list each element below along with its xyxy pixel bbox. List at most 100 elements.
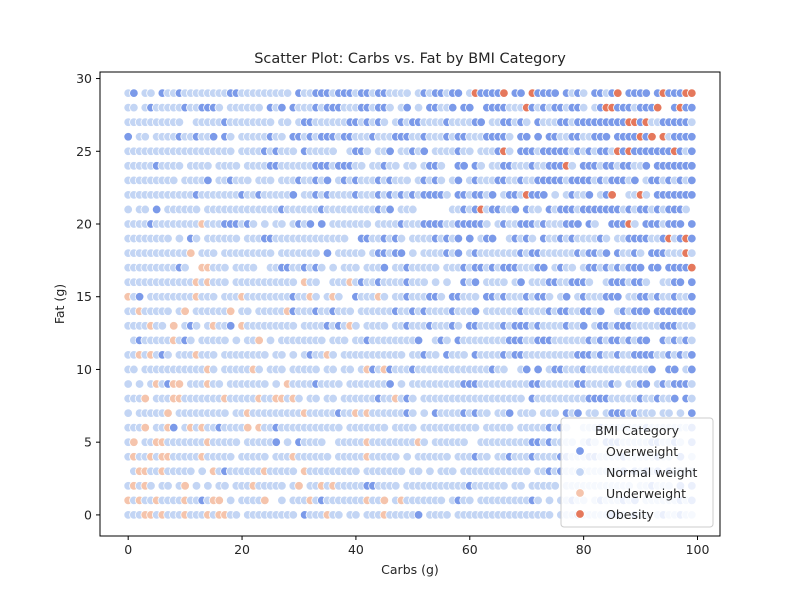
data-point: [687, 321, 697, 331]
data-point: [419, 146, 429, 156]
legend-marker: [575, 467, 585, 477]
data-point: [208, 364, 219, 375]
data-point: [203, 175, 213, 186]
data-point: [482, 452, 492, 462]
data-point: [163, 233, 173, 244]
data-point: [311, 364, 321, 375]
data-point: [288, 350, 298, 360]
data-point: [146, 88, 156, 98]
data-point: [203, 161, 213, 171]
data-point: [151, 204, 162, 215]
data-point: [277, 350, 287, 360]
data-point: [379, 262, 390, 273]
data-point: [448, 102, 458, 113]
data-point: [419, 277, 429, 287]
legend-box: [560, 417, 714, 528]
x-tick-label: 20: [234, 542, 250, 557]
data-point: [465, 495, 475, 506]
plot-frame: [99, 71, 721, 537]
data-point: [504, 132, 515, 142]
data-point: [687, 379, 697, 389]
data-point: [163, 350, 173, 360]
data-point: [687, 335, 697, 346]
data-point: [573, 408, 583, 418]
data-point: [311, 393, 321, 404]
data-point: [641, 379, 651, 389]
data-point: [191, 481, 202, 491]
data-point: [675, 408, 686, 418]
data-point: [459, 350, 469, 360]
data-point: [687, 132, 697, 142]
data-point: [294, 481, 304, 491]
x-tick-label: 60: [462, 542, 478, 557]
data-point: [129, 437, 139, 447]
data-point: [140, 422, 150, 433]
data-point: [453, 248, 464, 258]
data-point: [334, 379, 344, 389]
data-point: [265, 117, 276, 127]
y-tick-label: 15: [76, 289, 92, 304]
data-point: [203, 481, 213, 491]
data-point: [442, 277, 452, 287]
data-point: [430, 350, 441, 360]
data-point: [328, 364, 338, 375]
data-point: [385, 379, 395, 389]
data-point: [362, 146, 373, 156]
data-point: [670, 393, 680, 404]
data-point: [413, 102, 424, 113]
data-point: [317, 437, 327, 447]
data-point: [550, 190, 560, 200]
data-point: [186, 466, 196, 476]
data-point: [186, 335, 196, 346]
data-point: [567, 161, 577, 171]
data-point: [465, 233, 475, 244]
data-point: [351, 321, 361, 331]
data-point: [225, 132, 236, 142]
data-point: [260, 219, 270, 229]
data-point: [362, 219, 373, 229]
data-point: [123, 408, 133, 418]
data-point: [687, 102, 697, 113]
data-point: [328, 393, 338, 404]
data-point: [339, 233, 350, 244]
chart-title: Scatter Plot: Carbs vs. Fat by BMI Categ…: [254, 51, 566, 67]
x-tick-label: 80: [576, 542, 592, 557]
data-point: [351, 510, 361, 520]
legend-title: BMI Category: [595, 423, 680, 438]
data-point: [687, 233, 697, 244]
data-point: [379, 292, 390, 302]
data-point: [522, 117, 532, 127]
data-point: [544, 292, 555, 302]
data-point: [687, 393, 697, 404]
data-point: [220, 262, 230, 273]
data-point: [248, 262, 259, 273]
y-axis-label: Fat (g): [52, 284, 67, 324]
data-point: [419, 437, 429, 447]
data-point: [225, 321, 236, 331]
legend-marker: [575, 488, 585, 498]
data-point: [470, 422, 481, 433]
data-point: [123, 132, 133, 142]
data-point: [260, 452, 270, 462]
legend-label: Overweight: [606, 444, 678, 459]
data-point: [277, 132, 287, 142]
data-point: [351, 262, 361, 273]
data-point: [408, 393, 418, 404]
data-point: [687, 306, 697, 316]
data-point: [504, 408, 515, 418]
data-point: [425, 466, 435, 476]
data-point: [169, 175, 179, 186]
data-point: [487, 233, 498, 244]
data-point: [282, 117, 293, 127]
data-point: [174, 379, 185, 389]
data-point: [687, 292, 697, 302]
data-point: [533, 204, 543, 215]
data-point: [339, 335, 350, 346]
data-point: [191, 204, 202, 215]
data-point: [140, 132, 150, 142]
data-point: [408, 422, 418, 433]
data-point: [243, 175, 253, 186]
data-point: [180, 262, 190, 273]
data-point: [499, 481, 509, 491]
data-point: [265, 335, 276, 346]
